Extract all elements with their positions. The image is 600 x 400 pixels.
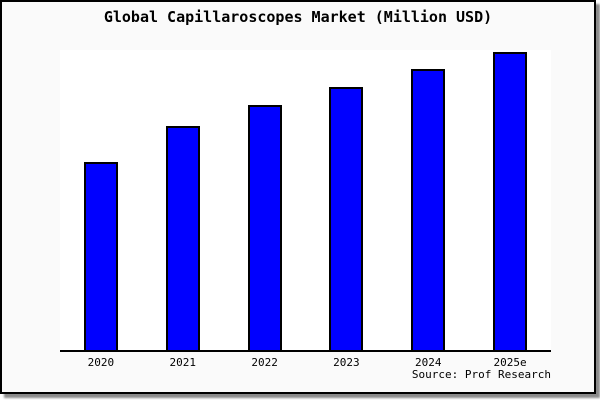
x-axis-label-2024: 2024 [415,356,442,369]
x-axis-label-2022: 2022 [251,356,278,369]
x-axis-label-2025e: 2025e [493,356,527,369]
x-axis-label-2021: 2021 [169,356,197,369]
source-note: Source: Prof Research [411,368,551,381]
x-axis-label-2023: 2023 [333,356,360,369]
bar-2020 [83,161,118,350]
bar-2023 [329,87,364,350]
plot-area [60,50,551,352]
x-axis-label-2020: 2020 [87,356,115,369]
x-axis-labels: 2020 2021 2022 2023 2024 2025e [60,356,551,370]
bar-2024 [411,69,446,350]
bar-2025e [493,51,528,350]
bar-2021 [165,126,200,350]
chart-title: Global Capillaroscopes Market (Million U… [103,8,493,26]
bar-2022 [247,105,282,350]
chart-window: Global Capillaroscopes Market (Million U… [0,0,596,394]
